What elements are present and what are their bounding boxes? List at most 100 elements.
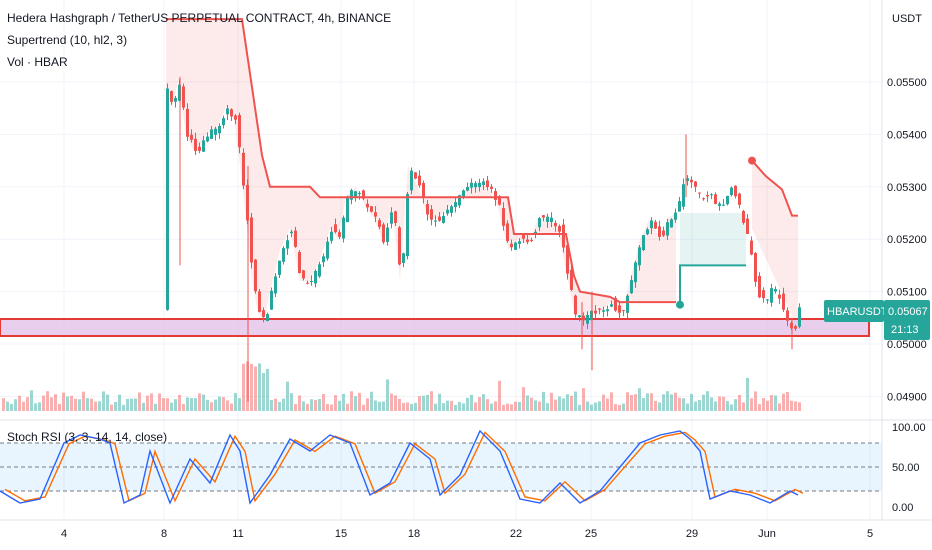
volume-bar xyxy=(402,403,405,411)
volume-bar xyxy=(526,396,529,411)
volume-bar xyxy=(754,391,757,411)
volume-bar xyxy=(342,394,345,411)
candle-body xyxy=(634,263,637,283)
volume-bar xyxy=(434,404,437,411)
volume-bar xyxy=(766,401,769,411)
volume-bar xyxy=(558,396,561,411)
volume-bar xyxy=(482,394,485,411)
volume-bar xyxy=(366,398,369,411)
candle-body xyxy=(266,314,269,321)
candle-body xyxy=(206,137,209,142)
volume-bar xyxy=(742,402,745,411)
candle-body xyxy=(710,194,713,195)
volume-legend[interactable]: Vol · HBAR xyxy=(7,55,68,69)
time-tick-label: 25 xyxy=(585,528,597,540)
price-tick-label: 0.04900 xyxy=(887,391,927,403)
volume-bar xyxy=(370,392,373,411)
volume-bar xyxy=(394,395,397,411)
supertrend-legend[interactable]: Supertrend (10, hl2, 3) xyxy=(7,33,127,47)
trading-chart[interactable]: Hedera Hashgraph / TetherUS PERPETUAL CO… xyxy=(0,0,932,550)
volume-bar xyxy=(578,405,581,411)
candle-body xyxy=(514,243,517,250)
volume-bar xyxy=(718,396,721,411)
candle-body xyxy=(398,227,401,264)
volume-bar xyxy=(514,402,517,411)
rsi-tick-label: 100.00 xyxy=(892,422,926,434)
volume-bar xyxy=(90,399,93,411)
candle-body xyxy=(394,211,397,223)
supertrend-down-fill xyxy=(752,161,798,329)
candle-body xyxy=(538,218,541,227)
volume-bar xyxy=(662,394,665,411)
volume-bar xyxy=(702,395,705,411)
volume-bar xyxy=(466,398,469,411)
volume-bar xyxy=(142,403,145,411)
volume-bar xyxy=(454,405,457,411)
volume-bar xyxy=(74,399,77,411)
candle-body xyxy=(558,226,561,232)
volume-bar xyxy=(694,402,697,411)
support-zone[interactable] xyxy=(0,319,869,336)
candle-body xyxy=(454,202,457,207)
candle-body xyxy=(574,296,577,315)
candle-body xyxy=(478,183,481,187)
candle-body xyxy=(170,91,173,102)
volume-bar xyxy=(782,394,785,411)
candle-body xyxy=(174,98,177,102)
volume-bar xyxy=(602,395,605,411)
volume-bar xyxy=(162,398,165,411)
volume-bar xyxy=(178,395,181,411)
volume-bar xyxy=(502,405,505,411)
candle-body xyxy=(426,204,429,214)
volume-bar xyxy=(222,397,225,411)
candle-body xyxy=(314,271,317,283)
candle-body xyxy=(722,205,725,206)
candle-body xyxy=(346,197,349,222)
candle-body xyxy=(638,247,641,265)
candle-body xyxy=(626,296,629,313)
candle-body xyxy=(530,240,533,241)
volume-bar xyxy=(278,402,281,411)
volume-bar xyxy=(374,400,377,411)
candle-body xyxy=(250,217,253,262)
price-tick-label: 0.05500 xyxy=(887,77,927,89)
candle-body xyxy=(466,187,469,191)
candle-body xyxy=(286,240,289,248)
stoch-rsi-legend[interactable]: Stoch RSI (3, 3, 14, 14, close) xyxy=(7,430,167,444)
volume-bar xyxy=(266,369,269,411)
volume-bar xyxy=(430,391,433,411)
volume-bar xyxy=(42,396,45,411)
volume-bar xyxy=(298,395,301,411)
volume-bar xyxy=(98,401,101,411)
volume-bar xyxy=(386,379,389,411)
candle-body xyxy=(490,187,493,189)
volume-bar xyxy=(762,398,765,411)
volume-bar xyxy=(570,396,573,411)
volume-bar xyxy=(722,397,725,411)
volume-bar xyxy=(626,392,629,411)
candle-body xyxy=(290,232,293,233)
volume-bars xyxy=(2,361,801,411)
candle-body xyxy=(430,209,433,219)
candle-body xyxy=(238,115,241,147)
candle-body xyxy=(774,289,777,291)
volume-bar xyxy=(106,395,109,411)
volume-bar xyxy=(670,394,673,411)
candle-body xyxy=(738,194,741,205)
rsi-tick-label: 0.00 xyxy=(892,502,913,514)
volume-bar xyxy=(110,405,113,411)
volume-bar xyxy=(2,398,5,411)
candle-body xyxy=(282,248,285,262)
supertrend-up-line xyxy=(680,265,746,304)
candle-body xyxy=(734,186,737,196)
candle-body xyxy=(602,310,605,312)
candle-body xyxy=(234,116,237,120)
candle-body xyxy=(690,180,693,183)
currency-label[interactable]: USDT xyxy=(892,13,922,25)
volume-bar xyxy=(550,393,553,411)
volume-bar xyxy=(530,398,533,411)
candle-body xyxy=(646,229,649,234)
volume-bar xyxy=(630,395,633,411)
volume-bar xyxy=(478,397,481,411)
volume-bar xyxy=(330,405,333,411)
